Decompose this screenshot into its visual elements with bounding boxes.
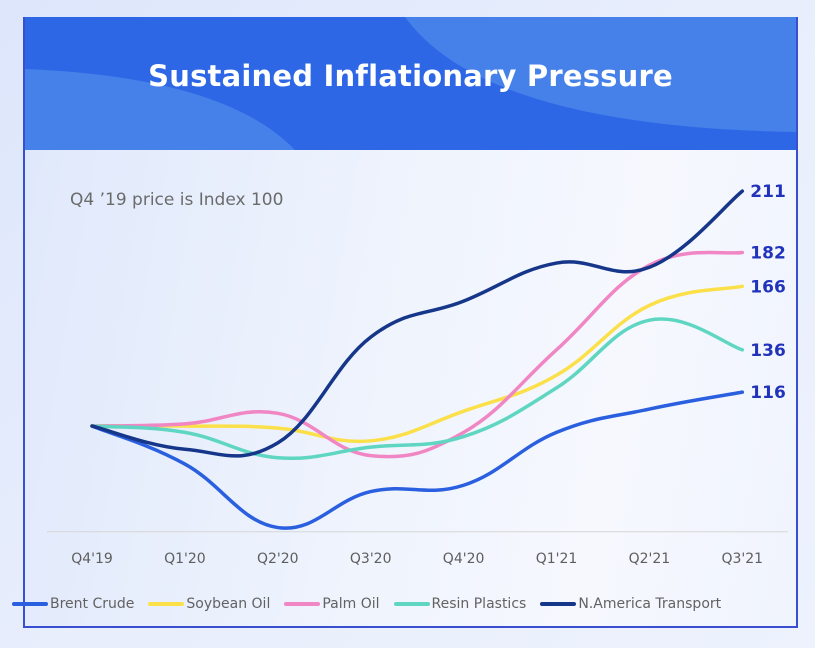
legend-item: Brent Crude [12,596,134,612]
header-wave-right [405,17,796,132]
x-tick-label: Q2'20 [257,551,299,567]
legend-item: Soybean Oil [148,596,270,612]
x-tick-label: Q1'20 [164,551,206,567]
series-line-soybean-oil [90,284,745,444]
end-value-label: 116 [750,383,786,403]
header-decoration [25,17,796,150]
x-tick-label: Q3'21 [722,551,764,567]
legend-swatch [540,602,577,606]
header-wave-left [25,69,295,150]
end-value-label: 136 [750,341,786,361]
chart-card: Sustained Inflationary Pressure Q4 ’19 p… [23,17,798,628]
x-tick-labels: Q4'19 Q1'20 Q2'20 Q3'20 Q4'20 Q1'21 Q2'21 Q3'21 [71,551,763,567]
x-tick-label: Q1'21 [536,551,578,567]
legend-label: Palm Oil [322,596,380,612]
series-lines [90,189,745,530]
legend-swatch [12,602,48,606]
series-line-palm-oil [90,250,745,459]
x-tick-label: Q4'19 [71,551,113,567]
x-tick-label: Q3'20 [350,551,392,567]
chart-header: Sustained Inflationary Pressure [25,17,796,150]
legend-item: Resin Plastics [393,596,527,612]
legend-swatch [148,602,185,606]
legend-swatch [284,602,321,606]
legend-item: N.America Transport [540,596,721,612]
x-tick-label: Q2'21 [629,551,671,567]
series-line-resin-plastics [90,317,745,461]
end-value-label: 166 [750,277,786,297]
chart-title: Sustained Inflationary Pressure [148,59,673,93]
x-tick-label: Q4'20 [443,551,485,567]
series-line-n-america-transport [90,189,745,458]
end-value-labels: 116 166 182 136 211 [750,182,786,403]
legend-label: Brent Crude [50,596,135,612]
legend-label: Soybean Oil [186,596,271,612]
legend-swatch [393,602,430,606]
chart-subtitle: Q4 ’19 price is Index 100 [70,190,284,210]
end-value-label: 211 [750,182,786,202]
legend-label: Resin Plastics [431,596,527,612]
legend: Brent Crude Soybean Oil Palm Oil Resin Plas… [12,596,735,612]
series-line-brent-crude [90,390,745,530]
legend-label: N.America Transport [578,596,722,612]
legend-item: Palm Oil [284,596,380,612]
end-value-label: 182 [750,243,786,263]
